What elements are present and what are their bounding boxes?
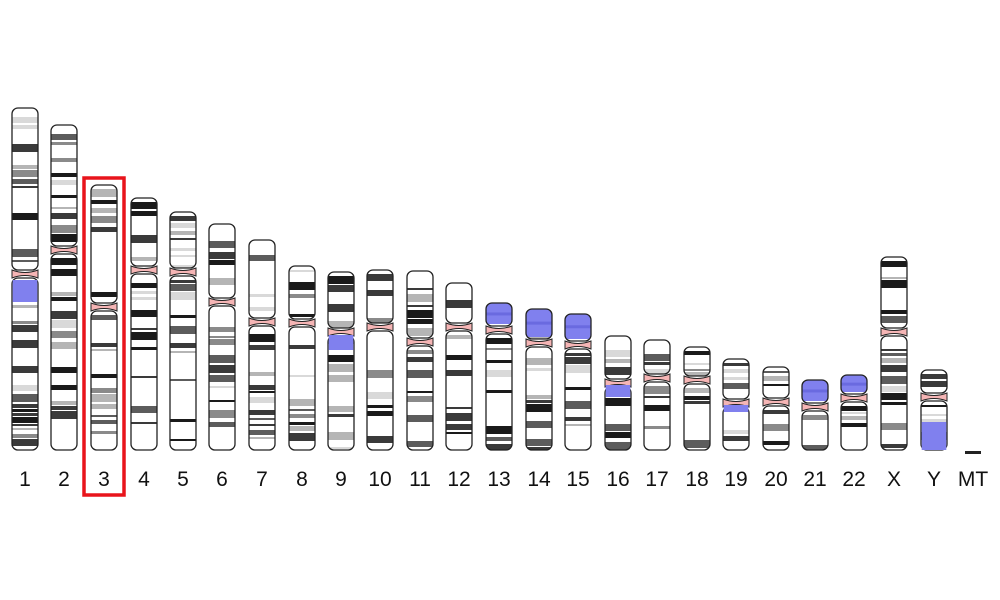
chromosome-label-12: 12 [447, 468, 470, 491]
chromosome-8 [288, 265, 316, 451]
chromosome-y [920, 369, 948, 451]
chromosome-label-22: 22 [842, 468, 865, 491]
chromosome-label-18: 18 [685, 468, 708, 491]
chromosome-label-19: 19 [724, 468, 747, 491]
chromosome-label-13: 13 [487, 468, 510, 491]
chromosome-label-11: 11 [409, 468, 431, 491]
chromosome-13 [485, 302, 513, 451]
chromosome-5 [169, 211, 197, 451]
chromosome-x [880, 256, 908, 451]
chromosome-11 [406, 270, 434, 451]
chromosome-21 [801, 379, 829, 451]
chromosome-label-8: 8 [296, 468, 308, 491]
chromosome-label-20: 20 [764, 468, 787, 491]
chromosome-label-7: 7 [256, 468, 268, 491]
chromosome-12 [445, 282, 473, 451]
chromosome-3 [90, 184, 118, 451]
chromosome-22 [840, 374, 868, 451]
chromosome-16 [604, 335, 632, 451]
chromosome-1 [11, 107, 39, 451]
chromosome-labels: 1 2 3 4 5 6 7 8 9 10 11 12 13 14 15 16 1… [19, 468, 988, 491]
chromosome-label-x: X [887, 468, 901, 491]
chromosome-label-5: 5 [177, 468, 189, 491]
chromosome-label-2: 2 [58, 468, 70, 491]
chromosome-2 [50, 124, 78, 451]
chromosome-label-1: 1 [19, 468, 31, 491]
chromosome-label-6: 6 [216, 468, 228, 491]
chromosome-10 [366, 269, 394, 451]
chromosome-label-3: 3 [98, 468, 110, 491]
chromosome-label-21: 21 [803, 468, 826, 491]
chromosome-label-17: 17 [645, 468, 668, 491]
chromosome-18 [683, 346, 711, 451]
chromosome-label-15: 15 [566, 468, 589, 491]
chromosome-label-y: Y [927, 468, 941, 491]
chromosome-label-9: 9 [335, 468, 347, 491]
chromosome-mt [965, 451, 981, 454]
chromosome-label-16: 16 [606, 468, 629, 491]
chromosome-20 [762, 366, 790, 451]
chromosome-9 [327, 271, 355, 451]
chromosome-17 [643, 339, 671, 451]
chromosome-15 [564, 313, 592, 451]
chromosome-6 [208, 223, 236, 451]
chromosome-label-14: 14 [527, 468, 551, 491]
chromosome-14 [525, 308, 553, 451]
highlight-box [82, 176, 126, 497]
chromosome-group [11, 107, 981, 454]
chromosome-19 [722, 358, 750, 451]
chromosome-7 [248, 239, 276, 451]
chromosome-label-10: 10 [368, 468, 391, 491]
chromosome-label-mt: MT [958, 468, 988, 491]
chromosome-label-4: 4 [138, 468, 150, 491]
chromosome-4 [130, 197, 158, 451]
